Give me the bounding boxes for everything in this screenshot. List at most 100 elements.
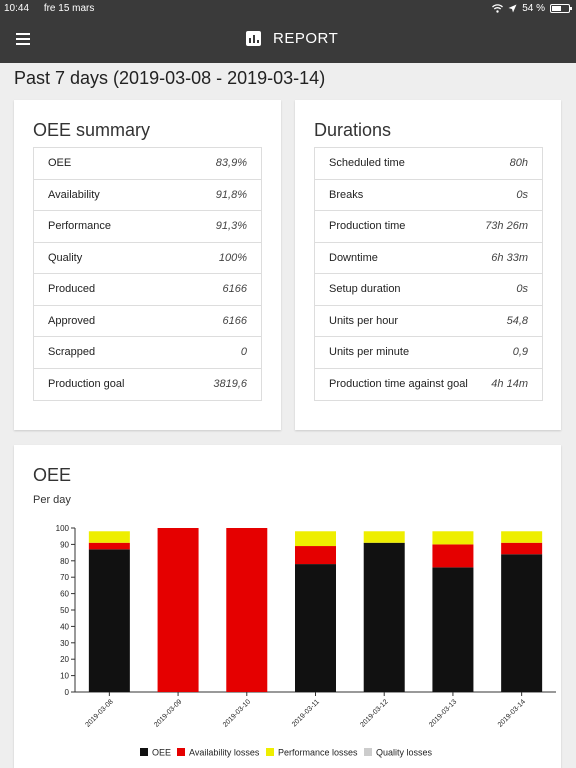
durations-value: 4h 14m — [491, 378, 528, 391]
bar-segment — [88, 549, 130, 692]
durations-row: Scheduled time 80h — [315, 148, 542, 180]
legend-label: Quality losses — [376, 748, 433, 758]
chart-subtitle: Per day — [33, 494, 71, 506]
oee-summary-table: OEE 83,9% Availability 91,8% Performance 91,3… — [33, 147, 262, 401]
durations-value: 80h — [509, 157, 528, 170]
bar-segment — [88, 531, 130, 543]
oee-chart: 0 10 20 30 40 50 60 70 80 90 100 2019-03-08 2019-03-… — [56, 524, 556, 758]
durations-row: Production time against goal 4h 14m — [315, 369, 542, 401]
battery-percent: 54 % — [522, 3, 545, 14]
oee-summary-value: 91,8% — [215, 188, 247, 201]
y-tick-label: 80 — [60, 557, 69, 566]
durations-title: Durations — [314, 120, 392, 140]
app-title: REPORT — [246, 30, 338, 47]
bar-segment — [432, 531, 474, 545]
durations-label: Production time — [329, 220, 406, 233]
y-tick-label: 70 — [60, 573, 69, 582]
oee-summary-label: Availability — [48, 188, 100, 201]
durations-value: 0,9 — [512, 346, 528, 359]
page-title: Past 7 days (2019-03-08 - 2019-03-14) — [14, 68, 326, 88]
durations-value: 0s — [516, 283, 528, 296]
battery-icon — [550, 4, 572, 13]
durations-row: Breaks 0s — [315, 180, 542, 211]
oee-summary-row: Approved 6166 — [34, 306, 261, 337]
bar-segment — [226, 528, 268, 692]
oee-summary-row: OEE 83,9% — [34, 148, 261, 180]
bar-segment — [157, 528, 199, 692]
y-tick-label: 10 — [60, 672, 69, 681]
bar-segment — [363, 542, 405, 692]
oee-summary-row: Production goal 3819,6 — [34, 369, 261, 401]
legend-swatch — [266, 748, 274, 756]
oee-summary-label: Produced — [48, 283, 96, 296]
y-tick-label: 90 — [60, 540, 69, 549]
oee-summary-value: 6166 — [222, 283, 247, 296]
durations-value: 0s — [516, 188, 528, 201]
oee-summary-value: 3819,6 — [213, 378, 247, 391]
oee-chart-card: OEE Per day 0 10 20 30 40 50 60 70 80 90 100 2019-0… — [14, 445, 561, 768]
oee-summary-label: Quality — [48, 251, 83, 264]
app-bar: REPORT — [0, 18, 576, 63]
bar-segment — [295, 531, 336, 547]
legend-label: Performance losses — [278, 748, 358, 758]
durations-label: Production time against goal — [329, 378, 468, 391]
status-time: 10:44 — [4, 3, 30, 14]
bar-segment — [501, 542, 543, 555]
wifi-icon — [492, 4, 504, 13]
oee-summary-card: OEE summary OEE 83,9% Availability 91,8% Per… — [14, 100, 281, 430]
legend-label: Availability losses — [189, 748, 260, 758]
y-tick-label: 50 — [60, 606, 69, 615]
durations-row: Downtime 6h 33m — [315, 243, 542, 274]
legend-swatch — [140, 748, 148, 756]
bar-segment — [88, 542, 130, 550]
bar-segment — [295, 546, 336, 565]
durations-row: Units per hour 54,8 — [315, 306, 542, 337]
oee-summary-row: Performance 91,3% — [34, 211, 261, 243]
oee-summary-title: OEE summary — [33, 120, 151, 140]
app-title-text: REPORT — [273, 30, 339, 47]
durations-label: Units per hour — [329, 314, 399, 327]
report-icon — [246, 31, 261, 46]
durations-row: Production time 73h 26m — [315, 211, 542, 243]
x-tick-label: 2019-03-12 — [359, 698, 389, 728]
x-tick-label: 2019-03-09 — [153, 698, 183, 728]
durations-table: Scheduled time 80h Breaks 0s Production time… — [314, 147, 543, 401]
durations-value: 6h 33m — [491, 251, 528, 264]
location-icon — [508, 4, 517, 13]
y-tick-label: 20 — [60, 655, 69, 664]
legend-swatch — [177, 748, 185, 756]
oee-summary-row: Availability 91,8% — [34, 180, 261, 211]
durations-label: Downtime — [329, 251, 378, 264]
oee-summary-label: Scrapped — [48, 346, 96, 359]
x-tick-label: 2019-03-11 — [291, 698, 321, 728]
chart-title: OEE — [33, 465, 72, 485]
oee-summary-label: OEE — [48, 157, 72, 170]
durations-value: 54,8 — [506, 314, 528, 327]
y-tick-label: 40 — [60, 622, 69, 631]
menu-icon[interactable] — [16, 33, 30, 45]
oee-summary-value: 91,3% — [215, 220, 247, 233]
oee-summary-value: 100% — [218, 251, 247, 264]
legend-label: OEE — [152, 748, 171, 758]
durations-label: Setup duration — [329, 283, 401, 296]
oee-summary-value: 0 — [240, 346, 247, 359]
status-date: fre 15 mars — [43, 3, 95, 14]
legend-swatch — [364, 748, 372, 756]
durations-row: Units per minute 0,9 — [315, 337, 542, 369]
bar-segment — [501, 554, 543, 692]
bar-segment — [501, 531, 543, 543]
x-tick-label: 2019-03-14 — [497, 698, 527, 728]
x-tick-label: 2019-03-13 — [428, 698, 458, 728]
oee-summary-value: 6166 — [222, 314, 247, 327]
durations-label: Scheduled time — [329, 157, 405, 170]
oee-summary-label: Performance — [48, 220, 111, 233]
y-tick-label: 30 — [60, 639, 69, 648]
oee-summary-value: 83,9% — [215, 157, 247, 170]
y-tick-label: 60 — [60, 590, 69, 599]
bar-segment — [432, 544, 474, 568]
durations-label: Units per minute — [329, 346, 410, 359]
durations-row: Setup duration 0s — [315, 274, 542, 306]
bar-segment — [363, 531, 405, 543]
x-tick-label: 2019-03-08 — [84, 698, 114, 728]
status-bar: 10:44 fre 15 mars 54 % — [0, 0, 576, 18]
